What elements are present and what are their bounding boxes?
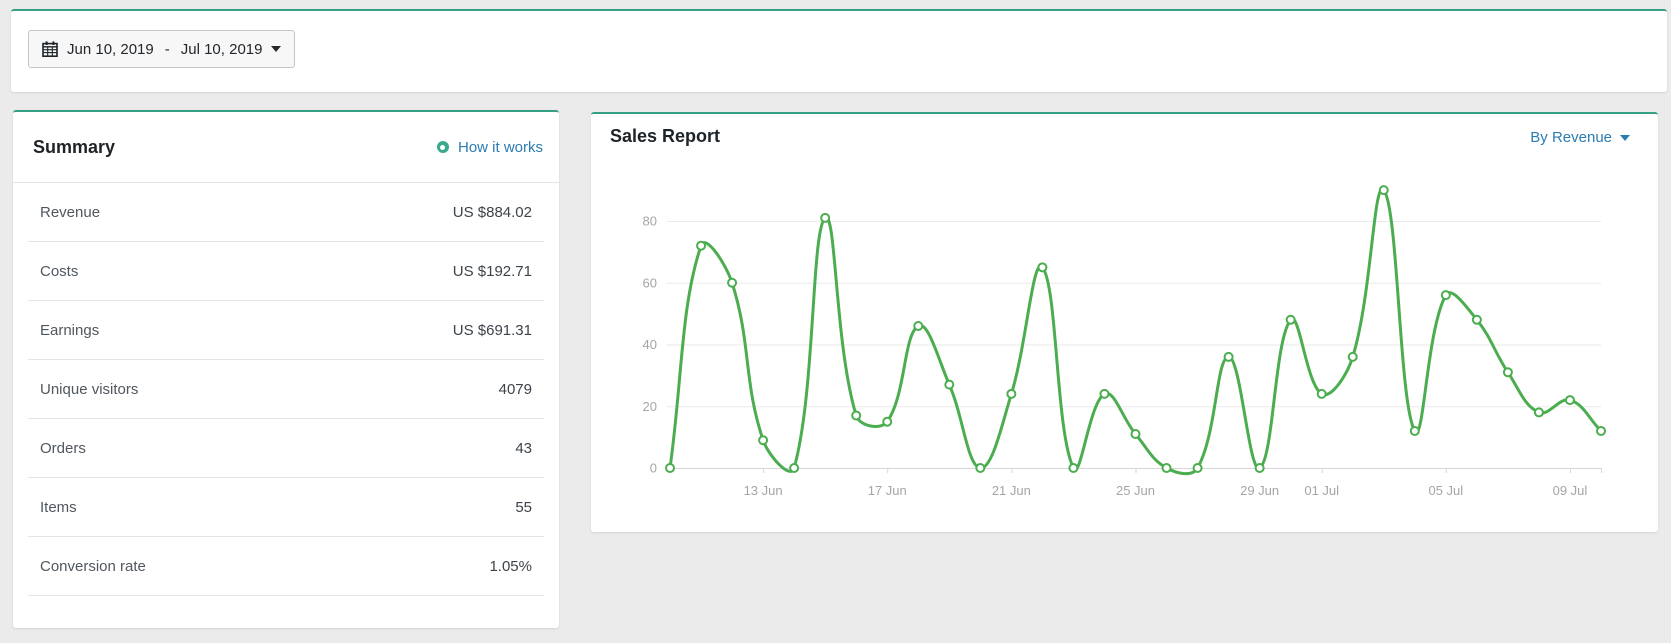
toolbar-card: Jun 10, 2019 - Jul 10, 2019 <box>11 9 1667 92</box>
summary-row-orders: Orders 43 <box>28 419 544 478</box>
summary-row-earnings: Earnings US $691.31 <box>28 301 544 360</box>
sales-report-title: Sales Report <box>610 126 721 146</box>
row-value: 4079 <box>498 380 532 398</box>
row-label: Earnings <box>40 321 100 339</box>
row-label: Conversion rate <box>40 557 146 575</box>
svg-text:60: 60 <box>643 275 657 290</box>
svg-text:25 Jun: 25 Jun <box>1116 483 1155 498</box>
row-value: US $884.02 <box>452 203 532 221</box>
row-value: US $691.31 <box>452 321 532 339</box>
by-revenue-dropdown[interactable]: By Revenue <box>1530 129 1630 146</box>
date-range-button[interactable]: Jun 10, 2019 - Jul 10, 2019 <box>28 30 296 68</box>
row-label: Revenue <box>40 203 101 221</box>
svg-text:17 Jun: 17 Jun <box>868 483 907 498</box>
date-range-separator: - <box>164 40 170 58</box>
calendar-icon <box>42 41 58 57</box>
summary-card: Summary How it works Revenue US $884.02 … <box>13 110 559 628</box>
summary-row-conversion-rate: Conversion rate 1.05% <box>28 537 544 596</box>
sales-report-card: 0 20 40 60 80 13 Jun 17 Jun 21 Jun 25 Jun 29 Jun 0… <box>591 112 1658 532</box>
svg-text:13 Jun: 13 Jun <box>744 483 783 498</box>
row-value: US $192.71 <box>452 262 532 280</box>
row-value: 55 <box>515 498 532 516</box>
summary-row-costs: Costs US $192.71 <box>28 242 544 301</box>
how-it-works-label: How it works <box>457 138 543 156</box>
caret-down-icon <box>271 46 282 52</box>
svg-text:20: 20 <box>643 399 657 414</box>
summary-header: Summary How it works <box>13 112 559 183</box>
svg-text:0: 0 <box>650 461 657 476</box>
row-label: Items <box>40 498 77 516</box>
svg-text:21 Jun: 21 Jun <box>992 483 1031 498</box>
summary-row-unique-visitors: Unique visitors 4079 <box>28 360 544 419</box>
date-range-start: Jun 10, 2019 <box>67 40 154 58</box>
summary-list: Revenue US $884.02 Costs US $192.71 Earn… <box>28 183 544 596</box>
row-label: Orders <box>40 439 86 457</box>
svg-text:05 Jul: 05 Jul <box>1428 483 1463 498</box>
summary-title: Summary <box>33 136 116 157</box>
row-value: 43 <box>515 439 532 457</box>
date-range-end: Jul 10, 2019 <box>180 40 263 58</box>
row-value: 1.05% <box>489 557 532 575</box>
svg-text:09 Jul: 09 Jul <box>1553 483 1588 498</box>
svg-text:01 Jul: 01 Jul <box>1304 483 1339 498</box>
by-revenue-label: By Revenue <box>1530 129 1612 146</box>
how-it-works-link[interactable]: How it works <box>436 138 543 156</box>
sales-report-chart[interactable]: 0 20 40 60 80 13 Jun 17 Jun 21 Jun 25 Jun 29 Jun 0… <box>591 114 1658 534</box>
row-label: Unique visitors <box>40 380 139 398</box>
summary-row-items: Items 55 <box>28 478 544 537</box>
summary-row-revenue: Revenue US $884.02 <box>28 183 544 242</box>
row-label: Costs <box>40 262 79 280</box>
dot-circle-icon <box>436 141 449 153</box>
svg-text:29 Jun: 29 Jun <box>1240 483 1279 498</box>
svg-text:40: 40 <box>643 337 657 352</box>
svg-text:80: 80 <box>643 214 657 229</box>
caret-down-icon <box>1620 134 1630 141</box>
